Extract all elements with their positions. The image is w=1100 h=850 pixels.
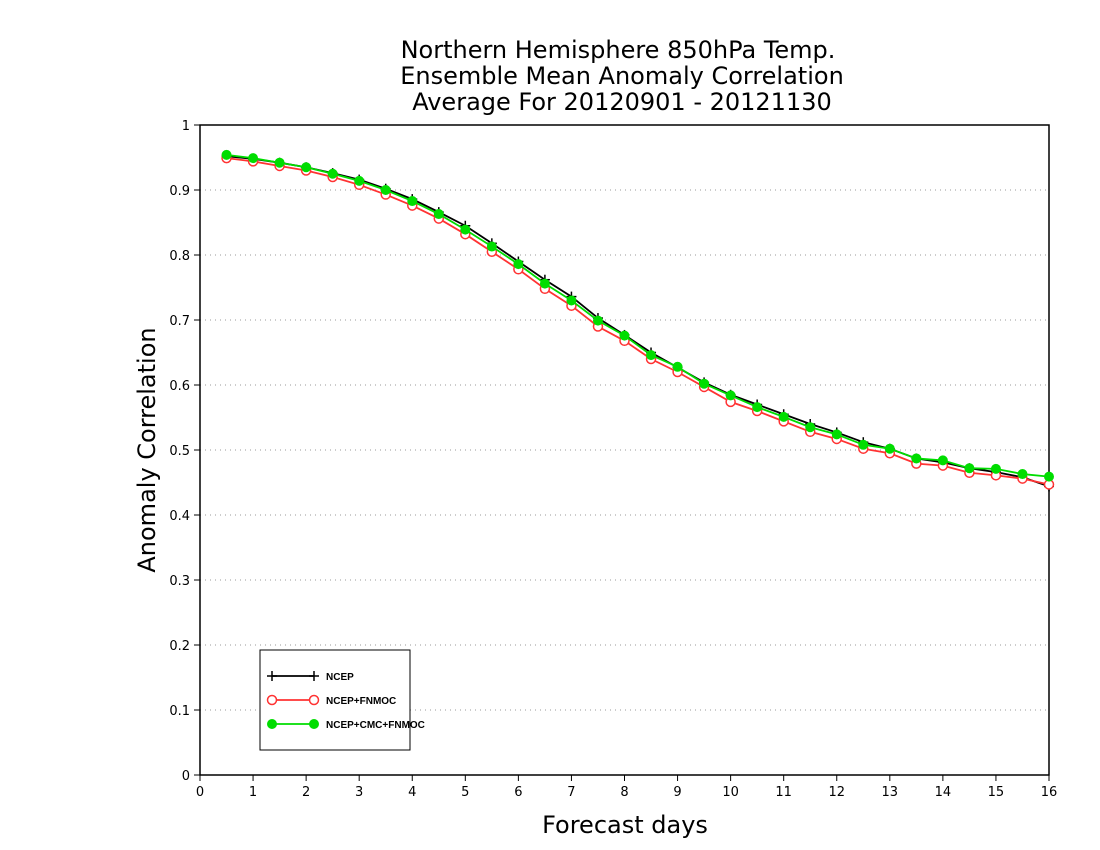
data-point — [354, 175, 365, 186]
legend-marker — [266, 694, 278, 706]
y-axis-ticks: 0 0.1 0.2 0.3 0.4 0.5 0.6 0.7 0.8 0.9 1 — [169, 119, 200, 784]
data-point — [858, 439, 869, 450]
x-tick-label: 10 — [722, 785, 739, 800]
legend-label: NCEP — [326, 672, 354, 683]
data-point — [433, 209, 444, 220]
y-tick-label: 0.6 — [169, 379, 190, 394]
data-point — [460, 224, 471, 235]
series-line — [226, 154, 1050, 478]
legend-marker — [267, 719, 277, 729]
data-point — [990, 463, 1001, 474]
legend-marker — [267, 671, 277, 681]
data-point — [486, 241, 497, 252]
x-tick-label: 13 — [882, 785, 899, 800]
data-point — [884, 443, 895, 454]
x-tick-label: 5 — [461, 785, 469, 800]
series-line — [226, 157, 1050, 486]
y-tick-label: 0.8 — [169, 249, 190, 264]
x-tick-label: 8 — [620, 785, 628, 800]
data-point — [752, 402, 763, 413]
x-tick-label: 6 — [514, 785, 522, 800]
legend-marker — [309, 719, 319, 729]
y-tick-label: 1 — [182, 119, 190, 134]
data-point — [248, 153, 259, 164]
series-line — [226, 155, 1050, 488]
chart-title: Northern Hemisphere 850hPa Temp. Ensembl… — [400, 36, 844, 116]
data-point — [566, 295, 577, 306]
legend-entry: NCEP — [267, 671, 354, 683]
y-tick-label: 0 — [182, 769, 190, 784]
x-tick-label: 15 — [988, 785, 1005, 800]
x-tick-label: 1 — [249, 785, 257, 800]
series-0 — [221, 151, 1054, 492]
x-tick-label: 14 — [935, 785, 952, 800]
data-point — [646, 350, 657, 361]
data-point — [805, 422, 816, 433]
data-series — [221, 149, 1055, 492]
legend-entry: NCEP+FNMOC — [266, 694, 396, 707]
legend-entry: NCEP+CMC+FNMOC — [267, 719, 425, 731]
data-point — [327, 168, 338, 179]
x-axis-label: Forecast days — [542, 811, 708, 839]
data-point — [592, 315, 603, 326]
y-tick-label: 0.7 — [169, 314, 190, 329]
x-tick-label: 11 — [775, 785, 792, 800]
data-point — [937, 455, 948, 466]
data-point — [911, 453, 922, 464]
data-point — [831, 429, 842, 440]
x-axis-ticks: 0 1 2 3 4 5 6 7 8 9 10 11 12 13 14 15 16 — [196, 775, 1057, 800]
data-point — [221, 149, 232, 160]
data-point — [964, 463, 975, 474]
data-point — [274, 157, 285, 168]
x-tick-label: 7 — [567, 785, 575, 800]
data-point — [699, 378, 710, 389]
x-tick-label: 0 — [196, 785, 204, 800]
title-line-3: Average For 20120901 - 20121130 — [412, 88, 832, 116]
y-tick-label: 0.2 — [169, 639, 190, 654]
title-line-2: Ensemble Mean Anomaly Correlation — [400, 62, 844, 90]
y-tick-label: 0.9 — [169, 184, 190, 199]
data-point — [672, 361, 683, 372]
y-tick-label: 0.5 — [169, 444, 190, 459]
data-point — [725, 390, 736, 401]
x-tick-label: 2 — [302, 785, 310, 800]
y-axis-label: Anomaly Correlation — [133, 327, 161, 572]
x-tick-label: 4 — [408, 785, 416, 800]
data-point — [619, 330, 630, 341]
series-1 — [221, 152, 1055, 490]
gridlines — [200, 189, 1049, 711]
x-tick-label: 9 — [673, 785, 681, 800]
legend-label: NCEP+FNMOC — [326, 696, 396, 707]
data-point — [778, 411, 789, 422]
series-2 — [221, 149, 1054, 482]
legend: NCEP NCEP+FNMOC NCEP+CMC+FNMOC — [259, 649, 425, 751]
y-tick-label: 0.4 — [169, 509, 190, 524]
x-tick-label: 3 — [355, 785, 363, 800]
x-tick-label: 16 — [1041, 785, 1058, 800]
data-point — [513, 259, 524, 270]
data-point — [1044, 471, 1054, 482]
data-point — [407, 196, 418, 207]
data-point — [301, 162, 312, 173]
legend-marker — [309, 671, 319, 681]
y-tick-label: 0.1 — [169, 704, 190, 719]
x-tick-label: 12 — [828, 785, 845, 800]
legend-marker — [308, 694, 320, 706]
y-tick-label: 0.3 — [169, 574, 190, 589]
title-line-1: Northern Hemisphere 850hPa Temp. — [401, 36, 836, 64]
data-point — [380, 185, 391, 195]
data-point — [539, 278, 550, 289]
data-point — [1017, 469, 1028, 480]
legend-label: NCEP+CMC+FNMOC — [326, 720, 425, 731]
